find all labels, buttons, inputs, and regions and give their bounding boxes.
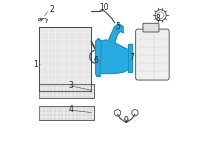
FancyBboxPatch shape bbox=[143, 23, 159, 32]
Bar bbox=[39, 27, 91, 91]
FancyBboxPatch shape bbox=[136, 29, 169, 80]
Text: 10: 10 bbox=[100, 4, 109, 12]
Bar bbox=[39, 84, 94, 98]
Text: 3: 3 bbox=[68, 81, 73, 90]
Text: 5: 5 bbox=[115, 22, 120, 31]
Text: 7: 7 bbox=[130, 53, 134, 62]
Text: 4: 4 bbox=[68, 105, 73, 114]
Polygon shape bbox=[96, 39, 101, 76]
Polygon shape bbox=[109, 24, 123, 43]
Text: 8: 8 bbox=[156, 14, 161, 23]
Polygon shape bbox=[100, 40, 129, 74]
Text: 2: 2 bbox=[50, 5, 54, 14]
Text: 9: 9 bbox=[124, 116, 129, 125]
Bar bbox=[39, 106, 94, 120]
Text: 6: 6 bbox=[93, 56, 98, 65]
Polygon shape bbox=[128, 44, 132, 72]
Text: 1: 1 bbox=[34, 60, 38, 69]
